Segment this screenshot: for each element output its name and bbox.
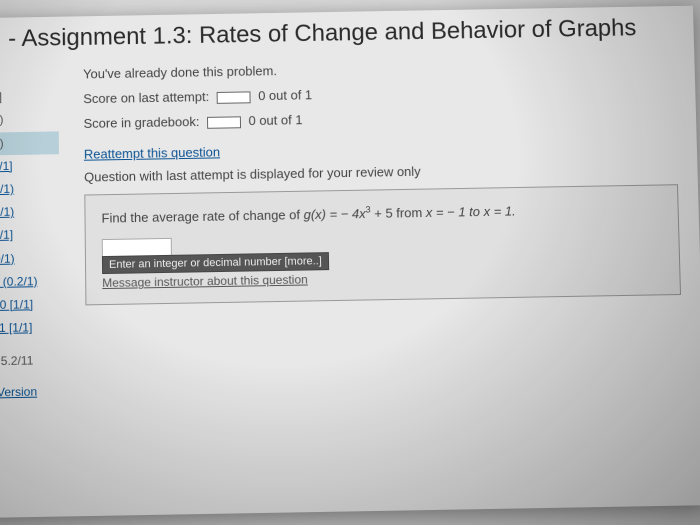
score-gradebook-label: Score in gradebook: bbox=[83, 114, 199, 131]
score-gradebook-value: 0 out of 1 bbox=[248, 112, 302, 128]
score-attempt-box bbox=[217, 91, 251, 103]
sidebar-item-6[interactable]: 6 (0/1) bbox=[0, 200, 60, 225]
print-version-link[interactable]: int Version bbox=[0, 381, 61, 406]
sidebar-item-2[interactable]: (0/1) bbox=[0, 108, 59, 133]
prompt-pre: Find the average rate of change of bbox=[101, 207, 303, 225]
score-attempt-label: Score on last attempt: bbox=[83, 89, 209, 106]
sidebar-item-1[interactable]: [1/1] bbox=[0, 85, 59, 110]
question-prompt: Find the average rate of change of g(x) … bbox=[101, 199, 661, 225]
sidebar-heading: ns bbox=[0, 62, 58, 86]
review-note: Question with last attempt is displayed … bbox=[84, 159, 678, 184]
prompt-func: g(x) = − 4x bbox=[303, 206, 365, 222]
grade-summary: de: 5.2/11 bbox=[0, 349, 61, 374]
sidebar-item-3[interactable]: (0/1) bbox=[0, 131, 59, 156]
main-panel: You've already done this problem. Score … bbox=[58, 51, 700, 404]
prompt-plus: + 5 from bbox=[371, 205, 426, 221]
sidebar-item-5[interactable]: 5 (0/1) bbox=[0, 177, 59, 202]
already-done-msg: You've already done this problem. bbox=[83, 56, 675, 81]
sidebar-item-11[interactable]: Q 11 [1/1] bbox=[0, 316, 61, 341]
prompt-range: x = − 1 to x = 1. bbox=[426, 203, 516, 220]
score-gradebook-box bbox=[207, 116, 241, 128]
question-box: Find the average rate of change of g(x) … bbox=[84, 184, 681, 306]
question-sidebar: ns [1/1] (0/1) (0/1) 4 [1/1] 5 (0/1) 6 (… bbox=[0, 62, 61, 405]
sidebar-item-10[interactable]: Q 10 [1/1] bbox=[0, 293, 60, 318]
reattempt-link[interactable]: Reattempt this question bbox=[84, 144, 220, 161]
score-attempt-value: 0 out of 1 bbox=[258, 87, 312, 103]
input-hint[interactable]: Enter an integer or decimal number [more… bbox=[102, 252, 329, 274]
sidebar-item-8[interactable]: 8 (0/1) bbox=[0, 246, 60, 271]
sidebar-item-4[interactable]: 4 [1/1] bbox=[0, 154, 59, 179]
sidebar-item-7[interactable]: 7 [1/1] bbox=[0, 223, 60, 248]
sidebar-item-9[interactable]: Q 9 (0.2/1) bbox=[0, 269, 60, 294]
